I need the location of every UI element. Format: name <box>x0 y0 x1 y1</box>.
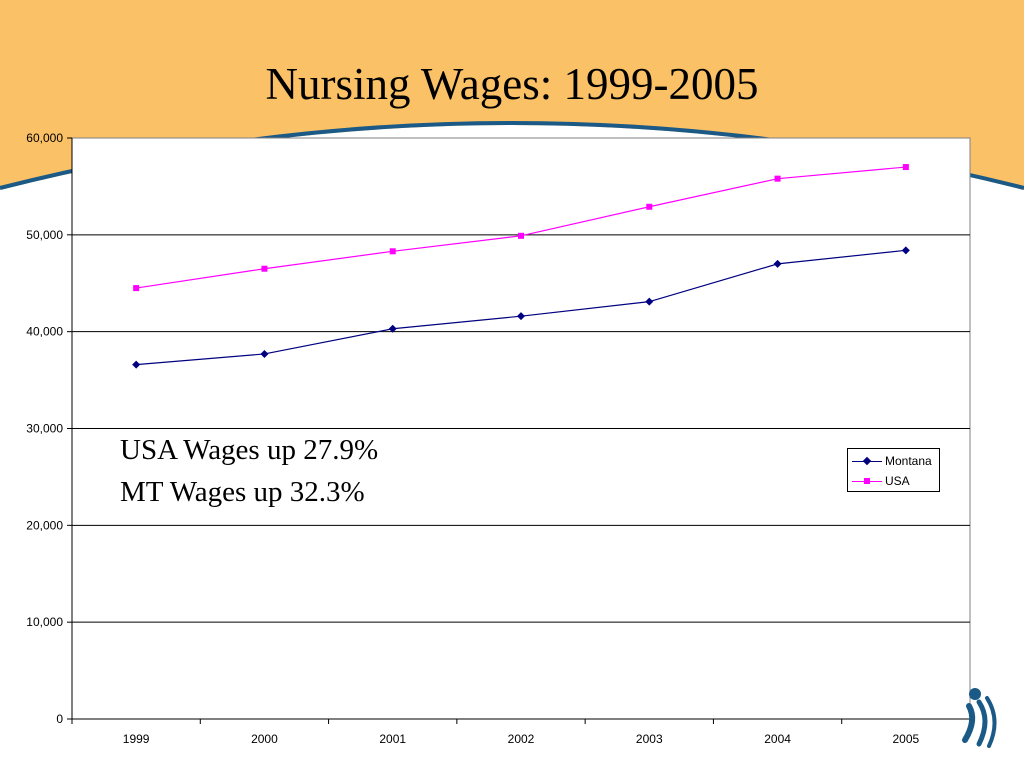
data-point-usa <box>261 265 268 272</box>
axes: 0 10,000 20,000 30,000 40,000 50,000 60,000 199… <box>26 131 971 746</box>
legend-swatch-usa <box>852 475 882 487</box>
y-tick-label: 40,000 <box>26 325 63 339</box>
slide-title: Nursing Wages: 1999-2005 <box>265 59 759 109</box>
series <box>132 164 910 369</box>
legend-label-montana: Montana <box>885 454 932 468</box>
x-tick-label: 1999 <box>123 732 150 746</box>
y-tick-label: 30,000 <box>26 422 63 436</box>
data-point-montana <box>901 246 910 255</box>
banner-shape <box>0 0 1024 190</box>
data-point-montana <box>132 360 141 369</box>
stylized-figure-logo-icon <box>962 688 997 748</box>
x-tick-label: 2002 <box>508 732 535 746</box>
x-tick-label: 2003 <box>636 732 663 746</box>
legend-item-montana: Montana <box>852 453 932 469</box>
data-point-montana <box>773 259 782 268</box>
x-tick-label: 2001 <box>379 732 406 746</box>
x-tick-label: 2004 <box>764 732 791 746</box>
x-tick-label: 2000 <box>251 732 278 746</box>
data-point-montana <box>517 312 525 321</box>
y-tick-label: 10,000 <box>26 615 63 629</box>
data-point-usa <box>646 203 653 210</box>
annotation-usa-wages: USA Wages up 27.9% <box>120 434 379 466</box>
data-point-usa <box>902 164 909 171</box>
data-point-montana <box>260 349 269 358</box>
data-point-usa <box>518 232 524 239</box>
y-tick-label: 60,000 <box>26 131 63 145</box>
data-point-usa <box>133 285 140 292</box>
data-point-montana <box>388 324 397 333</box>
data-point-usa <box>389 248 396 255</box>
legend-item-usa: USA <box>852 473 910 489</box>
annotation-mt-wages: MT Wages up 32.3% <box>120 476 365 508</box>
data-point-montana <box>645 297 654 306</box>
y-tick-label: 20,000 <box>26 518 63 532</box>
data-point-usa <box>774 175 781 182</box>
legend: Montana USA <box>847 448 940 492</box>
legend-swatch-montana <box>852 455 882 467</box>
x-tick-label: 2005 <box>893 732 920 746</box>
y-tick-label: 50,000 <box>26 228 63 242</box>
y-tick-label: 0 <box>56 712 63 726</box>
legend-label-usa: USA <box>885 474 910 488</box>
